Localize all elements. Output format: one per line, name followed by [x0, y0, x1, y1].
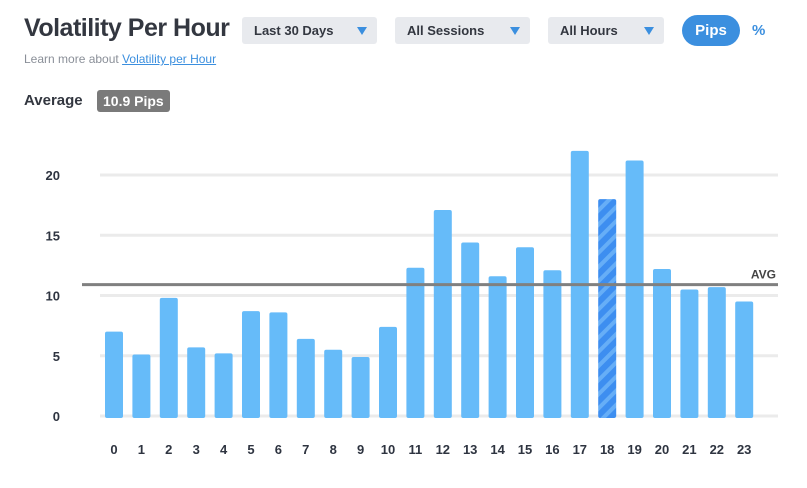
- x-tick-label: 14: [490, 442, 505, 457]
- bar[interactable]: [488, 276, 507, 418]
- x-tick-label: 6: [275, 442, 282, 457]
- date-range-dropdown[interactable]: Last 30 Days: [242, 17, 377, 44]
- bar[interactable]: [653, 268, 671, 418]
- x-tick-label: 17: [573, 442, 587, 457]
- x-tick-label: 0: [110, 442, 117, 457]
- y-tick-label: 15: [46, 228, 60, 243]
- x-tick-label: 4: [220, 442, 228, 457]
- bar[interactable]: [187, 347, 206, 418]
- bar[interactable]: [625, 160, 644, 419]
- x-tick-label: 19: [627, 442, 641, 457]
- x-tick-label: 18: [600, 442, 614, 457]
- bar[interactable]: [707, 287, 726, 418]
- bar[interactable]: [214, 353, 233, 418]
- x-tick-label: 11: [409, 442, 423, 457]
- x-tick-label: 7: [302, 442, 309, 457]
- x-tick-label: 23: [737, 442, 751, 457]
- bar[interactable]: [159, 297, 178, 418]
- bar[interactable]: [516, 247, 534, 418]
- x-tick-label: 8: [330, 442, 337, 457]
- x-tick-label: 16: [545, 442, 559, 457]
- average-badge: 10.9 Pips: [97, 90, 170, 112]
- x-tick-label: 13: [463, 442, 477, 457]
- x-tick-label: 12: [436, 442, 450, 457]
- average-label: Average: [24, 92, 83, 109]
- bar[interactable]: [296, 338, 315, 418]
- y-tick-label: 5: [53, 349, 60, 364]
- y-tick-label: 20: [46, 168, 60, 183]
- x-tick-label: 2: [165, 442, 172, 457]
- bar[interactable]: [379, 326, 397, 418]
- x-tick-label: 20: [655, 442, 669, 457]
- average-line-label: AVG: [751, 268, 776, 282]
- unit-toggle-percent[interactable]: %: [752, 22, 766, 39]
- learn-more-prefix: Learn more about: [24, 52, 123, 66]
- session-dropdown[interactable]: All Sessions: [395, 17, 530, 44]
- bar-highlighted[interactable]: [598, 199, 617, 418]
- x-tick-label: 5: [247, 442, 254, 457]
- x-tick-label: 3: [193, 442, 200, 457]
- date-range-value: Last 30 Days: [254, 23, 334, 38]
- bar[interactable]: [242, 311, 260, 418]
- learn-more-link[interactable]: Volatility per Hour: [122, 52, 217, 66]
- unit-toggle-pips[interactable]: Pips: [682, 15, 740, 46]
- bar[interactable]: [406, 267, 425, 418]
- y-tick-label: 0: [53, 409, 60, 424]
- learn-more-text: Learn more about Volatility per Hour: [24, 52, 216, 66]
- x-tick-label: 21: [682, 442, 696, 457]
- bar[interactable]: [269, 312, 288, 418]
- session-value: All Sessions: [407, 23, 485, 38]
- hours-dropdown[interactable]: All Hours: [548, 17, 664, 44]
- bar[interactable]: [132, 354, 151, 418]
- y-tick-label: 10: [46, 289, 60, 304]
- bar[interactable]: [351, 356, 370, 418]
- x-tick-label: 15: [518, 442, 532, 457]
- caret-down-icon: [357, 27, 367, 35]
- bar[interactable]: [680, 289, 699, 418]
- bar[interactable]: [105, 331, 123, 418]
- x-tick-label: 9: [357, 442, 364, 457]
- caret-down-icon: [644, 27, 654, 35]
- bar[interactable]: [324, 349, 343, 418]
- bar[interactable]: [461, 242, 480, 418]
- x-tick-label: 22: [710, 442, 724, 457]
- bar[interactable]: [735, 301, 754, 418]
- x-tick-label: 1: [138, 442, 145, 457]
- x-tick-label: 10: [381, 442, 395, 457]
- bar[interactable]: [543, 270, 562, 418]
- bar[interactable]: [433, 209, 452, 418]
- caret-down-icon: [510, 27, 520, 35]
- page-title: Volatility Per Hour: [24, 14, 230, 42]
- hours-value: All Hours: [560, 23, 618, 38]
